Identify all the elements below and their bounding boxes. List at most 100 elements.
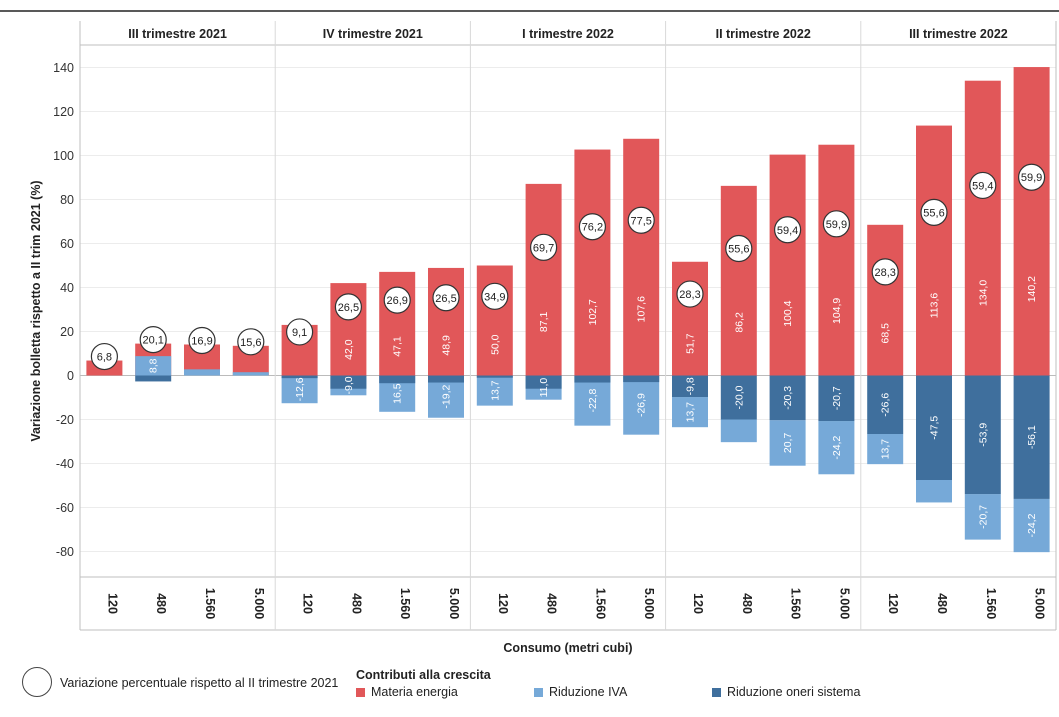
label-oneri: -20,7 bbox=[831, 386, 843, 410]
y-tick-label: -20 bbox=[56, 413, 74, 427]
bar-materia bbox=[720, 185, 757, 376]
circle-marker bbox=[188, 326, 216, 355]
bar-oneri bbox=[964, 375, 1001, 495]
bar-oneri bbox=[720, 375, 757, 420]
circle-marker bbox=[725, 234, 753, 263]
y-tick-label: 100 bbox=[53, 149, 74, 163]
label-iva: 16,5 bbox=[392, 383, 404, 404]
bar-materia bbox=[574, 149, 611, 376]
label-iva: -20,7 bbox=[977, 505, 989, 529]
y-tick-label: 140 bbox=[53, 61, 74, 75]
bar-oneri bbox=[623, 375, 660, 383]
circle-marker bbox=[920, 198, 948, 226]
category-label: 5.000 bbox=[837, 588, 851, 619]
label-iva: -9,0 bbox=[343, 376, 355, 394]
label-materia: 68,5 bbox=[880, 323, 892, 344]
bar-iva bbox=[818, 421, 855, 475]
circle-label: 6,8 bbox=[97, 352, 112, 364]
panel-header: I trimestre 2022 bbox=[522, 27, 614, 41]
circle-marker bbox=[773, 216, 802, 244]
circle-marker bbox=[529, 233, 558, 261]
legend-label-materia: Materia energia bbox=[371, 685, 458, 699]
panel-header: IV trimestre 2021 bbox=[323, 27, 423, 41]
y-tick-label: 120 bbox=[53, 105, 74, 119]
category-label: 120 bbox=[886, 593, 900, 614]
circle-marker bbox=[237, 328, 265, 356]
circle-label: 15,6 bbox=[240, 337, 261, 349]
label-materia: 87,1 bbox=[538, 311, 550, 332]
circle-label: 77,5 bbox=[630, 215, 651, 227]
bar-materia bbox=[623, 138, 660, 376]
circle-label: 20,1 bbox=[142, 335, 163, 347]
legend-circle-label: Variazione percentuale rispetto al II tr… bbox=[60, 676, 339, 690]
circle-marker bbox=[1017, 163, 1046, 191]
circle-label: 16,9 bbox=[191, 335, 212, 347]
label-oneri: -47,5 bbox=[929, 416, 941, 440]
category-label: 1.560 bbox=[789, 588, 803, 619]
circle-label: 55,6 bbox=[728, 244, 749, 256]
category-label: 120 bbox=[105, 593, 119, 614]
circle-label: 69,7 bbox=[533, 242, 554, 254]
panel-header: III trimestre 2022 bbox=[909, 27, 1008, 41]
bar-iva bbox=[1013, 498, 1050, 553]
category-label: 1.560 bbox=[203, 588, 217, 619]
bar-oneri bbox=[867, 375, 904, 435]
x-axis-label: Consumo (metri cubi) bbox=[503, 641, 632, 655]
label-iva: -19,2 bbox=[441, 384, 453, 408]
label-materia: 140,2 bbox=[1026, 276, 1038, 302]
bar-materia bbox=[428, 267, 464, 376]
label-iva: 11,0 bbox=[538, 378, 550, 398]
label-materia: 51,7 bbox=[685, 333, 697, 354]
label-iva: 13,7 bbox=[880, 439, 892, 460]
legend-label-oneri: Riduzione oneri sistema bbox=[727, 685, 861, 699]
label-materia: 134,0 bbox=[977, 280, 989, 306]
label-iva: 13,7 bbox=[685, 402, 697, 423]
legend-item-materia: Materia energia bbox=[356, 685, 458, 699]
label-oneri: -53,9 bbox=[977, 423, 989, 447]
category-label: 480 bbox=[740, 593, 754, 614]
label-iva: -24,2 bbox=[1026, 513, 1038, 537]
circle-marker bbox=[432, 284, 460, 312]
bar-iva bbox=[574, 375, 611, 426]
category-label: 5.000 bbox=[1033, 588, 1047, 619]
legend-label-iva: Riduzione IVA bbox=[549, 685, 628, 699]
bar-oneri bbox=[428, 375, 464, 383]
bar-oneri bbox=[769, 375, 806, 421]
legend-item-oneri: Riduzione oneri sistema bbox=[712, 685, 860, 699]
y-tick-label: 60 bbox=[60, 237, 74, 251]
label-materia: 42,0 bbox=[343, 339, 355, 360]
circle-label: 26,5 bbox=[338, 302, 359, 314]
label-iva: 20,7 bbox=[782, 433, 794, 454]
circle-label: 76,2 bbox=[582, 222, 603, 234]
circle-marker bbox=[676, 280, 704, 308]
legend-circle-marker bbox=[22, 667, 52, 697]
bar-oneri bbox=[1013, 375, 1050, 499]
bar-iva bbox=[184, 369, 220, 376]
circle-label: 59,4 bbox=[972, 180, 993, 192]
category-label: 1.560 bbox=[398, 588, 412, 619]
circle-marker bbox=[871, 258, 899, 286]
label-materia: 104,9 bbox=[831, 298, 843, 324]
category-label: 480 bbox=[545, 593, 559, 614]
bar-iva bbox=[135, 356, 172, 376]
legend-swatch-materia bbox=[356, 687, 365, 697]
circle-marker bbox=[481, 282, 509, 310]
panel-header: III trimestre 2021 bbox=[128, 27, 227, 41]
category-label: 5.000 bbox=[252, 588, 266, 619]
bar-iva bbox=[623, 375, 660, 435]
bar-oneri bbox=[672, 375, 708, 398]
bar-oneri bbox=[525, 375, 562, 389]
y-axis-label: Variazione bolletta rispetto a II trim 2… bbox=[29, 180, 43, 441]
category-label: 480 bbox=[935, 593, 949, 614]
bar-materia bbox=[818, 144, 855, 376]
legend-swatch-iva bbox=[534, 687, 543, 697]
label-oneri: -26,6 bbox=[880, 393, 892, 417]
circle-label: 34,9 bbox=[484, 291, 505, 303]
y-tick-label: 80 bbox=[60, 193, 74, 207]
y-tick-label: -60 bbox=[56, 501, 74, 515]
y-tick-label: -80 bbox=[56, 545, 74, 559]
bar-iva bbox=[916, 480, 952, 503]
label-oneri: -20,0 bbox=[733, 385, 745, 409]
category-label: 120 bbox=[691, 593, 705, 614]
